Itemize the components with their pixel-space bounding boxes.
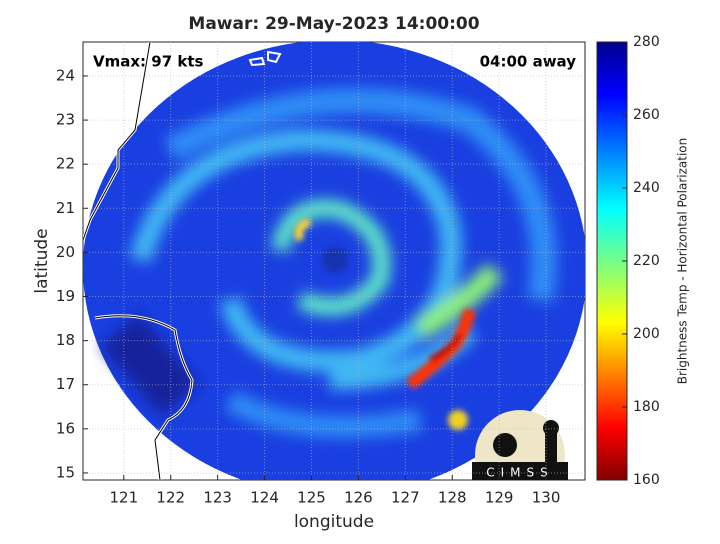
logo-text: CIMSS [486,466,554,480]
colorbar-tick-label: 160 [633,472,660,488]
x-tick-label: 122 [156,489,185,507]
colorbar-tick-label: 180 [633,399,660,415]
x-tick-label: 125 [297,489,326,507]
chart-title: Mawar: 29-May-2023 14:00:00 [188,14,479,34]
colorbar-tick-label: 220 [633,253,660,269]
colorbar-tick-label: 280 [633,34,660,50]
colorbar-tick-label: 240 [633,180,660,196]
annotation: 04:00 away [480,53,577,71]
y-tick-label: 20 [56,243,75,261]
colorbar-label: Brightness Temp - Horizontal Polarizatio… [676,138,690,385]
x-tick-label: 129 [485,489,514,507]
x-tick-label: 124 [250,489,279,507]
colorbar-tick-label: 260 [633,107,660,123]
y-axis-label: latitude [32,228,52,293]
y-tick-label: 24 [56,66,75,84]
y-tick-label: 17 [56,375,75,393]
colorbar-tick-label: 200 [633,326,660,342]
y-tick-label: 15 [56,463,75,481]
x-tick-label: 121 [109,489,138,507]
y-tick-label: 23 [56,111,75,129]
y-tick-label: 19 [56,287,75,305]
x-tick-label: 128 [438,489,467,507]
x-tick-label: 123 [203,489,232,507]
cimss-logo: CIMSS [472,410,568,480]
storm-image: CIMSS [83,42,585,480]
annotation: Vmax: 97 kts [93,53,203,71]
x-tick-label: 126 [344,489,373,507]
y-tick-label: 18 [56,331,75,349]
x-axis-label: longitude [294,512,374,532]
x-tick-label: 127 [391,489,420,507]
y-tick-label: 21 [56,199,75,217]
y-tick-label: 16 [56,419,75,437]
x-tick-label: 130 [532,489,561,507]
y-tick-label: 22 [56,155,75,173]
